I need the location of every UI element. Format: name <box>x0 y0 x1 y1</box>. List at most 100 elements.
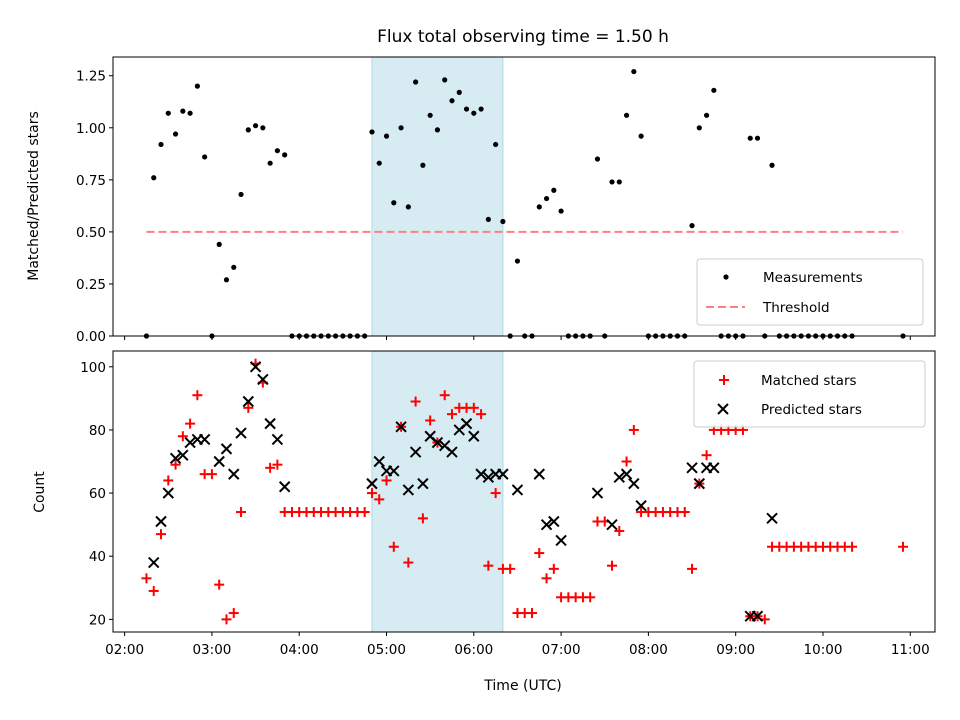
top-shaded-span <box>371 56 504 337</box>
predicted-star-point <box>213 455 225 468</box>
measurement-point <box>172 131 179 137</box>
predicted-star-point <box>177 449 189 461</box>
legend-predicted-marker <box>717 403 729 415</box>
matched-star-point <box>366 488 377 499</box>
measurement-point <box>180 108 186 114</box>
predicted-star-point <box>591 487 604 499</box>
matched-star-point <box>483 560 494 571</box>
top-legend: Measurements Threshold <box>696 258 924 326</box>
measurement-point <box>551 187 557 193</box>
matched-star-point <box>897 541 908 552</box>
matched-star-point <box>534 548 545 559</box>
y-tick-label: 80 <box>89 423 106 439</box>
measurement-point <box>594 156 601 162</box>
measurement-point <box>202 154 208 160</box>
predicted-star-point <box>475 468 487 480</box>
top-y-axis-label: Matched/Predicted stars <box>26 111 42 281</box>
matched-star-point <box>417 513 428 524</box>
matched-star-point <box>468 402 479 413</box>
matched-star-point <box>527 608 538 619</box>
measurement-point <box>274 148 280 154</box>
predicted-star-point <box>766 512 778 525</box>
measurement-point <box>391 200 397 206</box>
measurement-point <box>427 112 433 118</box>
matched-star-point <box>425 415 436 426</box>
matched-star-point <box>228 608 239 619</box>
predicted-star-point <box>446 446 458 458</box>
x-tick-label: 05:00 <box>367 642 406 658</box>
measurement-point <box>267 160 273 166</box>
predicted-star-point <box>388 465 400 477</box>
bottom-legend: Matched stars Predicted stars <box>693 360 926 428</box>
top-panel: 0.00 0.25 0.50 0.75 1.00 1.25 Matched/Predict… <box>26 56 936 345</box>
x-tick-label: 03:00 <box>192 642 231 658</box>
measurement-point <box>383 133 390 139</box>
measurement-point <box>449 98 455 104</box>
predicted-star-point <box>540 518 553 531</box>
measurement-point <box>747 135 753 141</box>
y-tick-label: 0.00 <box>76 329 106 345</box>
measurement-point <box>413 79 419 85</box>
predicted-star-point <box>278 481 291 493</box>
measurement-point <box>543 195 550 202</box>
top-legend-box <box>696 258 924 326</box>
matched-star-point <box>359 507 370 518</box>
matched-star-point <box>476 409 487 420</box>
y-tick-label: 1.00 <box>76 121 106 137</box>
measurement-point <box>216 241 222 247</box>
top-axes-frame <box>112 56 936 337</box>
measurement-point <box>493 141 499 148</box>
x-tick-label: 08:00 <box>629 642 668 658</box>
x-tick-label: 06:00 <box>454 642 493 658</box>
x-axis-label: Time (UTC) <box>483 678 561 694</box>
bottom-x-ticks: 02:00 03:00 04:00 05:00 06:00 07:00 08:00 09:00… <box>105 632 930 658</box>
predicted-star-point <box>220 443 233 455</box>
predicted-star-point <box>431 436 444 449</box>
matched-star-point <box>265 462 276 473</box>
measurement-point <box>623 112 630 118</box>
predicted-star-point <box>148 556 160 569</box>
matched-star-point <box>541 573 552 584</box>
measurement-point <box>631 68 637 75</box>
predicted-star-point <box>613 471 626 483</box>
predicted-star-point <box>271 433 284 446</box>
measurement-point <box>485 216 491 223</box>
matched-star-point <box>446 409 457 420</box>
y-tick-label: 0.50 <box>76 225 106 241</box>
bottom-panel: 20 40 60 80 100 02:00 03:00 04:00 05:00 06:00 07:… <box>32 350 936 694</box>
legend-measurements-label: Measurements <box>763 270 863 286</box>
matched-star-point <box>847 541 858 552</box>
x-tick-label: 02:00 <box>105 642 144 658</box>
measurement-point <box>711 87 717 93</box>
bottom-axes-frame <box>112 350 936 633</box>
measurement-point <box>223 277 230 283</box>
measurement-point <box>514 258 521 264</box>
measurement-point <box>703 112 710 118</box>
measurement-point <box>769 162 775 168</box>
predicted-star-point <box>373 455 385 468</box>
matched-star-point <box>163 475 174 486</box>
predicted-star-point <box>548 515 560 528</box>
measurement-point <box>442 77 448 83</box>
matched-star-point <box>236 507 247 518</box>
predicted-star-point <box>402 484 415 496</box>
matched-star-point <box>192 390 203 401</box>
measurement-point <box>754 135 761 141</box>
measurement-point <box>405 204 411 210</box>
measurement-point <box>558 208 564 214</box>
matched-star-point <box>505 563 516 574</box>
legend-measurements-marker <box>723 274 729 280</box>
measurement-point <box>245 127 251 133</box>
x-tick-label: 10:00 <box>804 642 843 658</box>
top-y-ticks: 0.00 0.25 0.50 0.75 1.00 1.25 <box>76 69 113 345</box>
predicted-star-point <box>235 427 247 439</box>
y-tick-label: 1.25 <box>76 69 106 85</box>
predicted-star-point <box>686 462 698 474</box>
measurement-point <box>696 125 702 131</box>
measurement-point <box>471 110 477 116</box>
bottom-data-marks <box>141 358 908 625</box>
top-x-ticks <box>124 336 911 340</box>
measurement-point <box>463 106 470 112</box>
measurement-point <box>165 110 171 116</box>
matched-star-point <box>185 418 196 429</box>
